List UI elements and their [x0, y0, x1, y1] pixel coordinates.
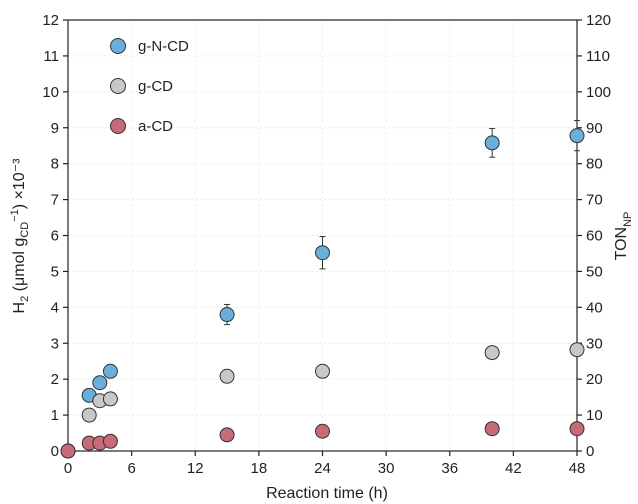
data-point	[569, 128, 585, 144]
x-tick-label: 24	[314, 460, 331, 477]
y-right-tick-label: 20	[586, 371, 603, 388]
data-point	[315, 245, 330, 261]
data-point	[484, 421, 500, 437]
x-tick-label: 48	[569, 460, 586, 477]
data-point	[102, 363, 118, 379]
x-tick-label: 18	[251, 460, 268, 477]
x-tick-label: 30	[378, 460, 395, 477]
y-right-tick-label: 60	[586, 228, 603, 245]
legend-marker	[110, 38, 126, 54]
legend-label: a-CD	[138, 118, 173, 135]
y-right-tick-label: 10	[586, 407, 603, 424]
data-point	[92, 375, 108, 391]
legend-item: g-CD	[110, 78, 173, 95]
data-point	[315, 363, 330, 379]
data-series	[60, 120, 585, 459]
x-tick-label: 36	[441, 460, 458, 477]
y-tick-label: 3	[51, 335, 59, 352]
y-axis-label-right: TONNP	[613, 212, 634, 261]
y-right-tick-label: 120	[586, 12, 611, 29]
legend-marker	[110, 78, 126, 94]
y-tick-label: 8	[51, 156, 59, 173]
y-right-tick-label: 40	[586, 299, 603, 316]
y-right-tick-label: 30	[586, 335, 603, 352]
y-right-tick-label: 80	[586, 156, 603, 173]
y-tick-label: 1	[51, 407, 59, 424]
data-point	[81, 407, 97, 423]
y-tick-label: 5	[51, 263, 59, 280]
x-axis-label: Reaction time (h)	[266, 485, 388, 502]
legend-marker	[110, 118, 126, 134]
y-tick-label: 9	[51, 120, 59, 137]
y-tick-label: 4	[51, 299, 59, 316]
series-a-CD	[60, 421, 585, 459]
y-right-tick-label: 0	[586, 443, 594, 460]
data-point	[484, 135, 500, 151]
x-tick-label: 6	[127, 460, 135, 477]
data-point	[219, 307, 235, 323]
data-point	[102, 433, 118, 449]
y-tick-label: 7	[51, 192, 59, 209]
y-tick-label: 12	[42, 12, 59, 29]
y-tick-label: 6	[51, 228, 59, 245]
data-point	[219, 368, 235, 384]
axis-ticks: 0 6 12 18 24 30 36 42 48012345678910111201020304…	[42, 12, 611, 477]
legend-item: g-N-CD	[110, 38, 189, 55]
data-point	[569, 342, 585, 358]
y-tick-label: 2	[51, 371, 59, 388]
x-tick-label: 42	[505, 460, 522, 477]
data-point	[315, 423, 330, 439]
data-point	[102, 391, 118, 407]
y-right-tick-label: 100	[586, 84, 611, 101]
y-right-tick-label: 70	[586, 192, 603, 209]
y-tick-label: 0	[51, 443, 59, 460]
y-right-tick-label: 110	[586, 48, 610, 65]
y-tick-label: 11	[43, 48, 59, 65]
x-tick-label: 12	[187, 460, 204, 477]
y-right-tick-label: 50	[586, 263, 603, 280]
legend-label: g-CD	[138, 78, 173, 95]
y-axis-label-left: H2 (μmol gCD−1) ×10⁻³	[9, 158, 31, 314]
data-point	[569, 421, 585, 437]
y-tick-label: 10	[42, 84, 59, 101]
data-point	[219, 427, 235, 443]
legend: g-N-CD g-CD a-CD	[110, 38, 189, 135]
data-point	[484, 345, 500, 361]
legend-label: g-N-CD	[138, 38, 189, 55]
data-point	[60, 443, 76, 459]
y-right-tick-label: 90	[586, 120, 603, 137]
x-tick-label: 0	[64, 460, 72, 477]
legend-item: a-CD	[110, 118, 173, 135]
